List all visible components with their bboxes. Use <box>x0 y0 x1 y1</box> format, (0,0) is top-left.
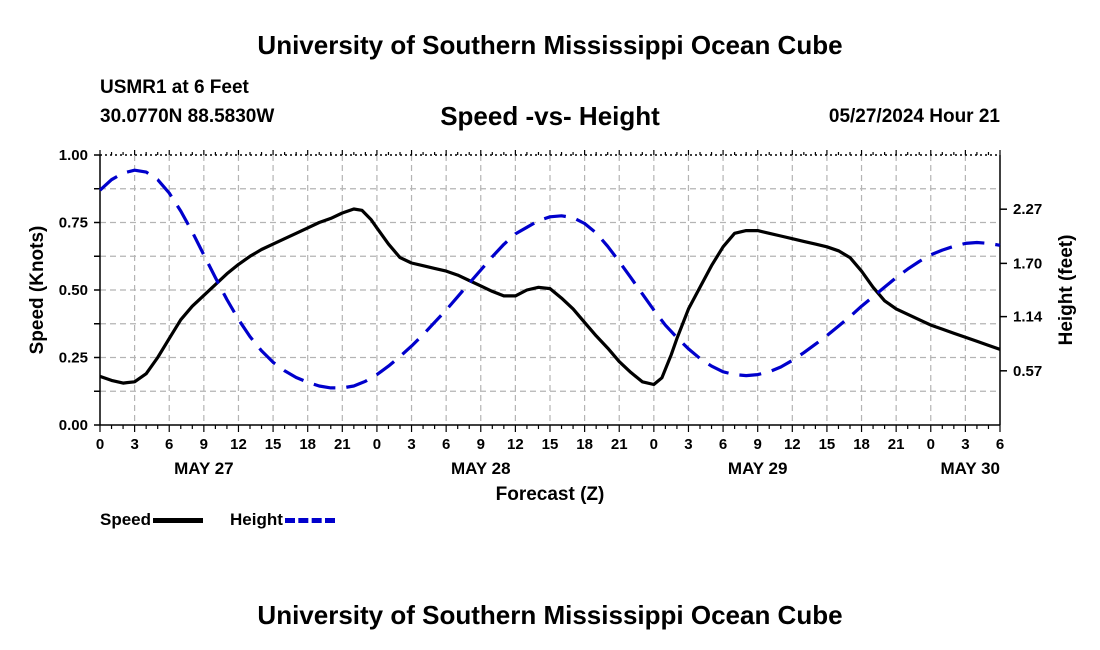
legend-height-swatch <box>284 518 335 524</box>
x-tick-label: 3 <box>961 436 969 453</box>
x-tick-label: 12 <box>784 436 801 453</box>
x-tick-label: 21 <box>611 436 628 453</box>
date-label: MAY 27 <box>174 459 234 478</box>
x-tick-label: 0 <box>927 436 935 453</box>
y-axis-label: Speed (Knots) <box>27 226 48 355</box>
y2-tick-label: 1.14 <box>1013 309 1043 326</box>
height-series-line <box>98 168 1001 390</box>
legend-height-label: Height <box>230 510 283 529</box>
legend-height: Height <box>230 510 335 530</box>
x-tick-label: 12 <box>507 436 524 453</box>
y-tick-label: 1.00 <box>59 147 88 164</box>
legend-speed-swatch <box>153 518 204 524</box>
x-tick-label: 12 <box>230 436 247 453</box>
x-tick-label: 15 <box>542 436 559 453</box>
x-tick-label: 0 <box>96 436 104 453</box>
x-tick-label: 18 <box>853 436 870 453</box>
legend-speed-label: Speed <box>100 510 152 529</box>
x-tick-label: 18 <box>299 436 316 453</box>
page-title: University of Southern Mississippi Ocean… <box>257 30 843 60</box>
x-tick-label: 21 <box>888 436 905 453</box>
speed-series-line <box>99 207 1001 387</box>
legend-speed: Speed <box>100 510 204 530</box>
station-coordinates: 30.0770N 88.5830W <box>100 106 275 127</box>
chart-subtitle: Speed -vs- Height <box>440 101 660 131</box>
x-tick-label: 9 <box>754 436 762 453</box>
y2-tick-label: 2.27 <box>1013 201 1042 218</box>
issued-timestamp: 05/27/2024 Hour 21 <box>828 106 1000 127</box>
page-footer-title: University of Southern Mississippi Ocean… <box>257 600 843 630</box>
chart-axes: 0.00 0.25 0.50 0.75 1.00 0.57 1.14 1.70 2.27 0 3 6 9… <box>59 147 1043 478</box>
x-tick-label: 9 <box>477 436 485 453</box>
x-tick-label: 6 <box>165 436 173 453</box>
y-tick-label: 0.00 <box>59 417 88 434</box>
x-tick-label: 6 <box>719 436 727 453</box>
x-tick-label: 3 <box>130 436 138 453</box>
x-tick-label: 3 <box>684 436 692 453</box>
x-tick-label: 9 <box>200 436 208 453</box>
y-tick-label: 0.25 <box>59 350 88 367</box>
date-label: MAY 30 <box>940 459 1000 478</box>
x-tick-label: 6 <box>442 436 450 453</box>
y2-tick-label: 1.70 <box>1013 255 1042 272</box>
date-label: MAY 29 <box>728 459 788 478</box>
x-tick-label: 21 <box>334 436 351 453</box>
date-label: MAY 28 <box>451 459 511 478</box>
x-tick-label: 6 <box>996 436 1004 453</box>
x-axis-label: Forecast (Z) <box>496 484 605 505</box>
y-tick-label: 0.50 <box>59 282 88 299</box>
y2-axis-label: Height (feet) <box>1056 235 1077 346</box>
x-tick-label: 15 <box>819 436 836 453</box>
x-tick-label: 15 <box>265 436 282 453</box>
x-tick-label: 0 <box>650 436 658 453</box>
chart-series <box>98 168 1001 390</box>
x-tick-label: 3 <box>407 436 415 453</box>
station-label: USMR1 at 6 Feet <box>100 77 249 98</box>
y2-tick-label: 0.57 <box>1013 363 1042 380</box>
x-tick-label: 18 <box>576 436 593 453</box>
x-tick-label: 0 <box>373 436 381 453</box>
y-tick-label: 0.75 <box>59 215 88 232</box>
